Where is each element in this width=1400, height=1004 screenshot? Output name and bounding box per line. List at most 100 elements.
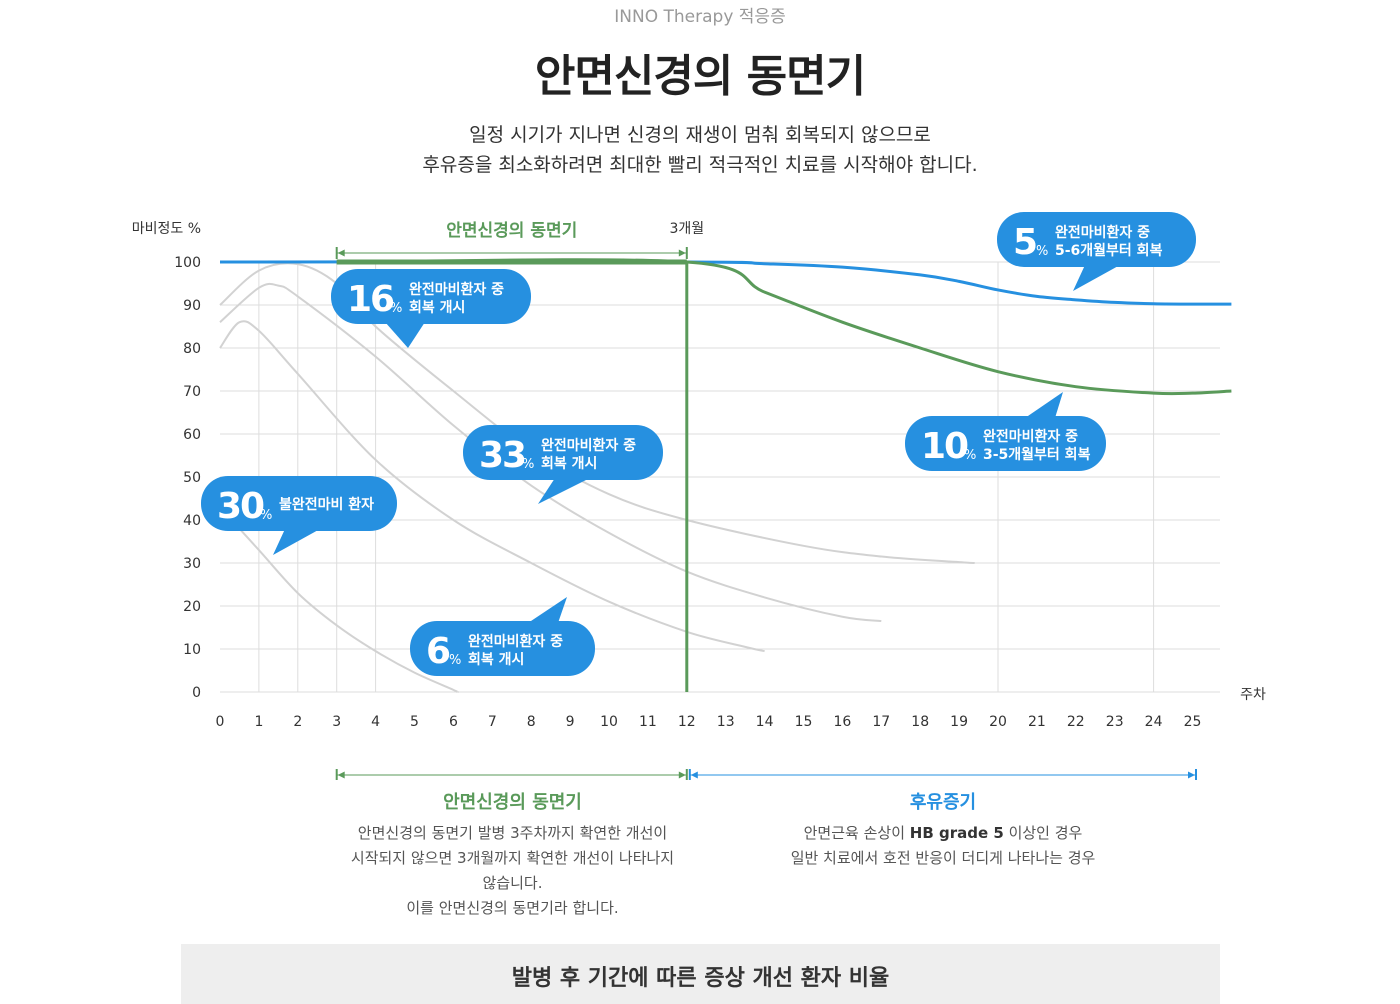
top-hibernation-bracket-arrow-left	[337, 249, 345, 257]
callout-2-percent: %	[522, 457, 534, 472]
description-line-1: 일정 시기가 지나면 신경의 재생이 멈춰 회복되지 않으므로	[469, 124, 931, 146]
callout-5-line-1: 완전마비환자 중	[1055, 224, 1150, 241]
callout-4-value: 6	[426, 631, 450, 672]
three-month-label: 3개월	[669, 221, 704, 237]
callout-6-percent: %	[964, 448, 976, 463]
hibernation-text-line-4: 이를 안면신경의 동면기라 합니다.	[406, 899, 619, 917]
bottom-hibernation-bracket-arrow-left	[337, 771, 345, 779]
y-tick-label: 100	[174, 255, 201, 271]
x-tick-label: 12	[678, 714, 696, 730]
callout-5-value: 5	[1013, 222, 1036, 263]
x-tick-label: 10	[600, 714, 618, 730]
x-tick-label: 14	[756, 714, 774, 730]
x-tick-label: 22	[1067, 714, 1085, 730]
x-tick-label: 0	[216, 714, 225, 730]
y-tick-label: 90	[183, 298, 201, 314]
hibernation-text-line-2: 시작되지 않으면 3개월까지 확연한 개선이 나타나지	[350, 849, 675, 867]
y-tick-label: 80	[183, 341, 201, 357]
top-hibernation-bracket-arrow-right	[678, 249, 686, 257]
callout-5-line-2: 5-6개월부터 회복	[1055, 242, 1163, 259]
x-tick-label: 18	[911, 714, 929, 730]
callout-3-tail	[273, 529, 320, 555]
chart-caption: 발병 후 기간에 따른 증상 개선 환자 비율	[511, 966, 890, 991]
callout-4-tail	[528, 597, 567, 623]
x-tick-label: 23	[1106, 714, 1124, 730]
y-axis-label: 마비정도 %	[132, 221, 201, 237]
kicker-text: INNO Therapy 적응증	[614, 7, 786, 27]
y-tick-label: 60	[183, 427, 201, 443]
x-tick-label: 7	[488, 714, 497, 730]
callout-5-percent: %	[1036, 244, 1048, 259]
x-tick-label: 15	[795, 714, 813, 730]
callout-1-tail	[385, 322, 425, 348]
callout-4-percent: %	[449, 653, 461, 668]
hibernation-section-text: 안면신경의 동면기 발병 3주차까지 확연한 개선이 시작되지 않으면 3개월까…	[320, 821, 705, 921]
callout-4-line-2: 회복 개시	[468, 652, 524, 668]
x-tick-label: 13	[717, 714, 735, 730]
y-tick-label: 70	[183, 384, 201, 400]
x-tick-label: 17	[872, 714, 890, 730]
top-hibernation-label: 안면신경의 동면기	[446, 221, 577, 241]
page-title: 안면신경의 동면기	[534, 51, 866, 102]
hibernation-section-title: 안면신경의 동면기	[443, 792, 582, 813]
callout-6-tail	[1025, 392, 1063, 418]
y-tick-label: 50	[183, 470, 201, 486]
callout-2-tail	[538, 478, 590, 504]
callout-1-line-2: 회복 개시	[409, 300, 465, 316]
callout-3-percent: %	[260, 508, 272, 523]
sequela-text-line-1: 안면근육 손상이 HB grade 5 이상인 경우	[690, 821, 1196, 846]
x-tick-label: 11	[639, 714, 657, 730]
x-tick-label: 3	[332, 714, 341, 730]
bottom-hibernation-bracket-arrow-right	[678, 771, 686, 779]
x-tick-label: 25	[1184, 714, 1202, 730]
x-tick-label: 8	[527, 714, 536, 730]
sequela-section-text: 안면근육 손상이 HB grade 5 이상인 경우 일반 치료에서 호전 반응…	[690, 821, 1196, 871]
series-line-4	[219, 506, 459, 694]
caption-box: 발병 후 기간에 따른 증상 개선 환자 비율	[181, 944, 1220, 1004]
sequela-text-pre: 안면근육 손상이	[803, 824, 910, 842]
y-tick-label: 40	[183, 513, 201, 529]
callout-3-line-1: 불완전마비 환자	[279, 496, 374, 513]
callout-1-percent: %	[390, 301, 402, 316]
x-tick-label: 2	[293, 714, 302, 730]
sequela-bracket-arrow-left	[690, 771, 698, 779]
x-tick-label: 19	[950, 714, 968, 730]
x-tick-label: 24	[1145, 714, 1163, 730]
x-tick-label: 16	[833, 714, 851, 730]
y-tick-label: 20	[183, 599, 201, 615]
callout-2-line-1: 완전마비환자 중	[541, 437, 636, 454]
callout-3-value: 30	[217, 486, 264, 527]
page-description: 일정 시기가 지나면 신경의 재생이 멈춰 회복되지 않으므로 후유증을 최소화…	[0, 120, 1400, 180]
x-tick-label: 1	[254, 714, 263, 730]
callout-2-line-2: 회복 개시	[541, 456, 597, 472]
hibernation-text-line-1: 안면신경의 동면기 발병 3주차까지 확연한 개선이	[357, 824, 668, 842]
sequela-text-post: 이상인 경우	[1003, 824, 1083, 842]
y-tick-label: 30	[183, 556, 201, 572]
x-tick-label: 9	[566, 714, 575, 730]
callout-6-bubble	[905, 416, 1106, 471]
callout-6-line-1: 완전마비환자 중	[983, 428, 1078, 445]
x-tick-label: 4	[371, 714, 380, 730]
callout-6-line-2: 3-5개월부터 회복	[983, 446, 1091, 463]
callout-2-bubble	[463, 425, 663, 480]
sequela-text-bold: HB grade 5	[909, 824, 1004, 842]
x-tick-label: 20	[989, 714, 1007, 730]
hibernation-text-line-3: 않습니다.	[482, 874, 543, 892]
description-line-2: 후유증을 최소화하려면 최대한 빨리 적극적인 치료를 시작해야 합니다.	[422, 154, 978, 176]
sequela-section-title: 후유증기	[909, 792, 977, 813]
callout-2-value: 33	[479, 435, 525, 476]
x-tick-label: 6	[449, 714, 458, 730]
callout-6-value: 10	[921, 426, 968, 467]
x-tick-label: 5	[410, 714, 419, 730]
callout-5-bubble	[997, 212, 1196, 267]
callout-1-value: 16	[347, 279, 394, 320]
callout-5-tail	[1073, 265, 1120, 291]
callout-1-line-1: 완전마비환자 중	[409, 281, 504, 298]
series-line-3	[219, 320, 765, 653]
callout-3-bubble	[201, 476, 397, 531]
y-tick-label: 0	[192, 685, 201, 701]
callout-4-bubble	[410, 621, 595, 676]
callout-4-line-1: 완전마비환자 중	[468, 633, 563, 650]
sequela-bracket-arrow-right	[1188, 771, 1195, 779]
